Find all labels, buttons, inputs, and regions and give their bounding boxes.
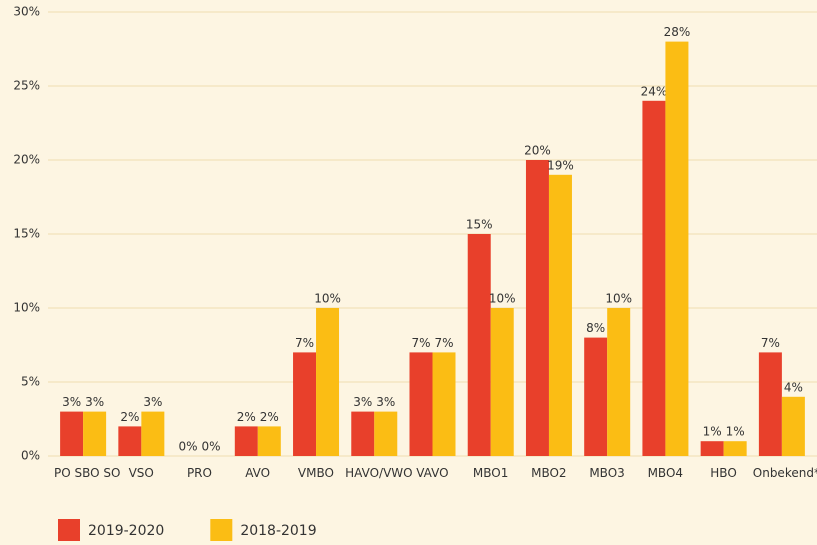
bar (257, 426, 281, 456)
value-label: 3% (143, 395, 162, 409)
bar (758, 352, 782, 456)
value-label: 3% (353, 395, 372, 409)
y-tick-label: 5% (21, 375, 40, 389)
value-label: 7% (411, 336, 430, 350)
bar (642, 100, 666, 457)
bar (432, 352, 456, 456)
value-label: 7% (434, 336, 453, 350)
bar (584, 337, 608, 456)
value-label: 7% (761, 336, 780, 350)
bar (525, 160, 549, 456)
value-label: 2% (120, 410, 139, 424)
x-tick-label: PRO (186, 466, 212, 480)
legend-label: 2019-2020 (88, 523, 164, 539)
x-tick-label: VAVO (416, 466, 449, 480)
value-label: 4% (784, 380, 803, 394)
value-label: 20% (524, 144, 551, 158)
x-tick-label: HAVO/VWO (345, 466, 413, 480)
value-label: 28% (664, 25, 691, 39)
value-label: 10% (489, 292, 516, 306)
bar (374, 411, 398, 456)
value-label: 8% (586, 321, 605, 335)
value-label: 3% (376, 395, 395, 409)
bar (700, 441, 724, 456)
value-label: 2% (260, 410, 279, 424)
value-label: 24% (641, 84, 668, 98)
x-tick-label: MBO4 (647, 466, 684, 480)
y-tick-label: 15% (13, 227, 40, 241)
bar (409, 352, 433, 456)
legend-swatch (58, 519, 80, 541)
bar (781, 396, 805, 456)
bar (351, 411, 375, 456)
x-tick-label: VMBO (297, 466, 334, 480)
x-tick-label: HBO (710, 466, 737, 480)
value-label: 10% (605, 292, 632, 306)
x-tick-label: MBO3 (589, 466, 625, 480)
value-label: 1% (703, 425, 722, 439)
bar (665, 41, 689, 456)
value-label: 2% (237, 410, 256, 424)
bar (467, 234, 491, 456)
bar (60, 411, 84, 456)
x-tick-label: AVO (245, 466, 271, 480)
x-tick-label: VSO (128, 466, 154, 480)
value-label: 7% (295, 336, 314, 350)
bar (490, 308, 514, 456)
legend-swatch (210, 519, 233, 541)
bar (234, 426, 258, 456)
y-tick-label: 0% (21, 449, 40, 463)
y-tick-label: 10% (13, 301, 40, 315)
bar (118, 426, 142, 456)
bar (141, 411, 165, 456)
bar (293, 352, 317, 456)
bar (548, 174, 572, 457)
x-tick-label: MBO2 (531, 466, 567, 480)
value-label: 19% (547, 158, 574, 172)
value-label: 1% (726, 425, 745, 439)
value-label: 0% (179, 440, 198, 454)
bar (316, 308, 340, 456)
bar (83, 411, 107, 456)
value-label: 10% (314, 292, 341, 306)
x-tick-label: Onbekend* (752, 466, 817, 480)
value-label: 3% (62, 395, 81, 409)
bar (723, 441, 747, 456)
value-label: 15% (466, 218, 493, 232)
x-tick-label: PO SBO SO (54, 466, 121, 480)
y-tick-label: 20% (13, 153, 40, 167)
y-tick-label: 30% (13, 5, 40, 19)
value-label: 0% (202, 440, 221, 454)
x-tick-label: MBO1 (472, 466, 509, 480)
y-tick-label: 25% (13, 79, 40, 93)
bar (607, 308, 631, 456)
legend-label: 2018-2019 (240, 523, 316, 539)
value-label: 3% (85, 395, 104, 409)
